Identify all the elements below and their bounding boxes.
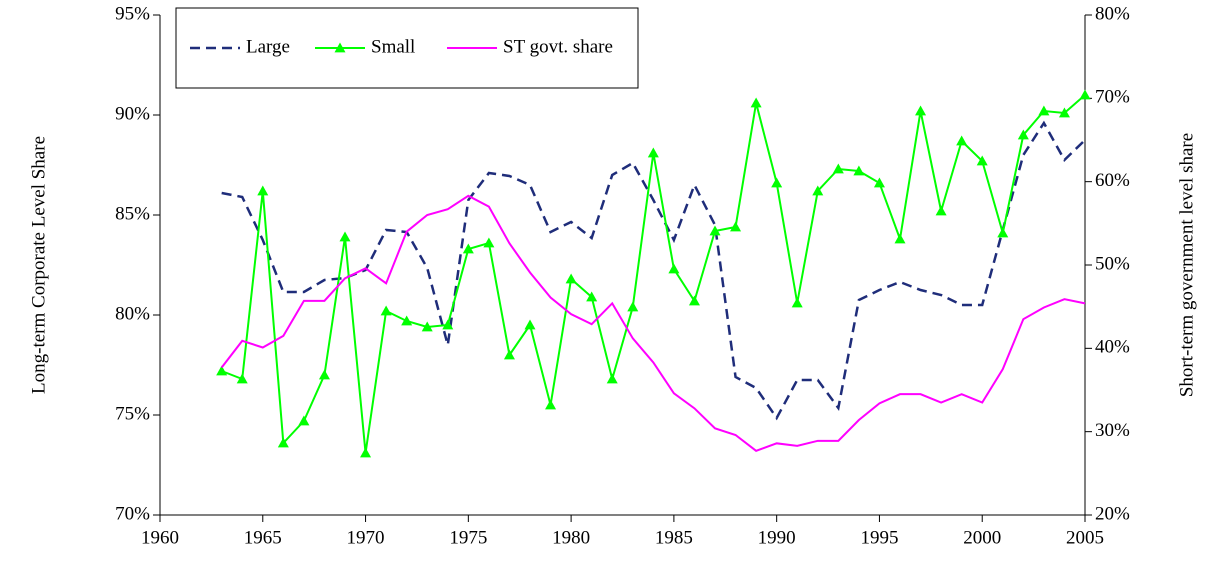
x-tick-label: 1960 [141, 527, 179, 548]
marker [873, 177, 885, 188]
series-line [221, 120, 1086, 421]
x-tick-label: 1975 [449, 527, 487, 548]
marker [1079, 89, 1091, 100]
marker [771, 177, 783, 188]
y-tick-label: 80% [115, 303, 150, 324]
marker [668, 263, 680, 274]
y-tick-label: 90% [115, 103, 150, 124]
y2-axis-title: Short-term government level share [1176, 133, 1197, 397]
x-tick-label: 1990 [758, 527, 796, 548]
y2-tick-label: 20% [1095, 503, 1130, 524]
marker [935, 205, 947, 216]
marker [483, 237, 495, 248]
marker [647, 147, 659, 158]
marker [730, 221, 742, 232]
x-tick-label: 1995 [860, 527, 898, 548]
marker [545, 399, 557, 410]
marker [586, 291, 598, 302]
marker [442, 319, 454, 330]
marker [339, 231, 351, 242]
x-tick-label: 1970 [347, 527, 385, 548]
marker [1017, 129, 1029, 140]
marker [277, 437, 289, 448]
marker [318, 369, 330, 380]
y2-tick-label: 70% [1095, 87, 1130, 108]
x-tick-label: 1980 [552, 527, 590, 548]
marker [627, 301, 639, 312]
marker [216, 365, 228, 376]
marker [976, 155, 988, 166]
marker [236, 373, 248, 384]
marker [1058, 107, 1070, 118]
legend-label: Small [371, 36, 415, 57]
y2-tick-label: 60% [1095, 170, 1130, 191]
legend-label: Large [246, 36, 290, 57]
y-tick-label: 75% [115, 403, 150, 424]
marker [360, 447, 372, 458]
marker [750, 97, 762, 108]
y2-tick-label: 40% [1095, 337, 1130, 358]
legend-label: ST govt. share [503, 36, 613, 57]
marker [606, 373, 618, 384]
series-line [220, 194, 1086, 452]
y-axis-title: Long-term Corporate Level Share [28, 136, 49, 394]
x-tick-label: 2005 [1066, 527, 1104, 548]
marker [1038, 105, 1050, 116]
marker [791, 297, 803, 308]
marker [380, 305, 392, 316]
marker [812, 185, 824, 196]
marker [688, 295, 700, 306]
legend-marker [334, 42, 346, 53]
marker [503, 349, 515, 360]
marker [462, 243, 474, 254]
marker [915, 105, 927, 116]
x-tick-label: 1965 [244, 527, 282, 548]
marker [298, 415, 310, 426]
marker [401, 315, 413, 326]
y2-tick-label: 30% [1095, 420, 1130, 441]
y2-tick-label: 50% [1095, 253, 1130, 274]
y2-tick-label: 80% [1095, 3, 1130, 24]
marker [894, 233, 906, 244]
y-tick-label: 95% [115, 3, 150, 24]
marker [421, 321, 433, 332]
marker [524, 319, 536, 330]
marker [997, 227, 1009, 238]
y-tick-label: 70% [115, 503, 150, 524]
x-tick-label: 1985 [655, 527, 693, 548]
marker [853, 165, 865, 176]
marker [257, 185, 269, 196]
y-tick-label: 85% [115, 203, 150, 224]
marker [956, 135, 968, 146]
legend-box [175, 7, 639, 89]
marker [832, 163, 844, 174]
x-tick-label: 2000 [963, 527, 1001, 548]
marker [709, 225, 721, 236]
marker [565, 273, 577, 284]
legend: Large Small ST govt. share [175, 7, 639, 89]
